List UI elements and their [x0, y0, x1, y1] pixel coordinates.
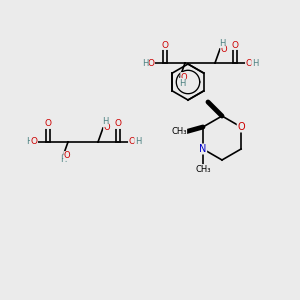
- Text: O: O: [31, 137, 38, 146]
- Text: O: O: [148, 58, 154, 68]
- Text: O: O: [128, 137, 136, 146]
- Text: H: H: [60, 155, 66, 164]
- Text: O: O: [115, 119, 122, 128]
- Text: O: O: [237, 122, 245, 132]
- Text: H: H: [179, 79, 185, 88]
- Text: H: H: [219, 38, 225, 47]
- Text: O: O: [104, 124, 110, 133]
- Text: H: H: [102, 118, 108, 127]
- Text: O: O: [221, 44, 227, 53]
- Text: H: H: [142, 58, 148, 68]
- Text: H: H: [26, 137, 32, 146]
- Text: O: O: [232, 40, 238, 50]
- Text: N: N: [199, 144, 207, 154]
- Text: O: O: [161, 40, 169, 50]
- Text: O: O: [44, 119, 52, 128]
- Text: CH₃: CH₃: [171, 128, 187, 136]
- Text: O: O: [245, 58, 253, 68]
- Text: O: O: [64, 152, 70, 160]
- Text: O: O: [181, 73, 187, 82]
- Text: H: H: [252, 58, 258, 68]
- Text: H: H: [135, 137, 141, 146]
- Text: CH₃: CH₃: [195, 164, 211, 173]
